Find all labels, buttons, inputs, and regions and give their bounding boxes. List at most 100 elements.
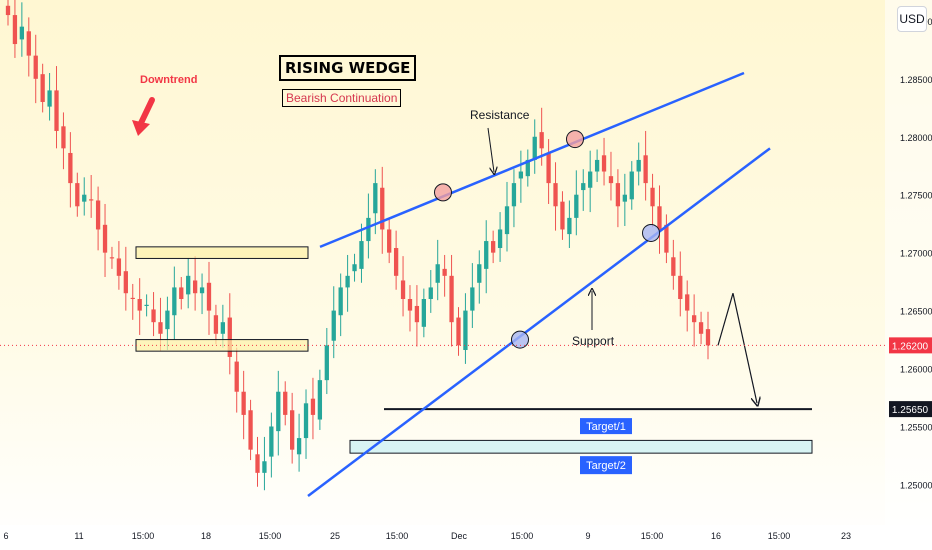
x-tick-label: Dec xyxy=(451,531,468,541)
candle xyxy=(137,278,142,335)
candle-body xyxy=(89,199,94,201)
resistance-label: Resistance xyxy=(470,108,530,122)
candle xyxy=(470,263,475,328)
target-2-zone xyxy=(349,439,813,454)
candle-body xyxy=(186,275,191,295)
candle xyxy=(290,392,295,464)
candle-body xyxy=(213,315,219,334)
candle xyxy=(449,254,454,347)
candle-body xyxy=(151,309,156,323)
candle xyxy=(248,399,253,461)
candle xyxy=(186,258,191,309)
candle xyxy=(643,130,648,201)
candle xyxy=(296,413,302,472)
candle-body xyxy=(158,322,163,334)
pattern-subtitle: Bearish Continuation xyxy=(282,89,402,107)
axis-background xyxy=(885,0,932,525)
candle-body xyxy=(601,155,607,172)
candle xyxy=(491,230,496,264)
candle-body xyxy=(435,264,440,283)
candle xyxy=(650,173,655,228)
candle xyxy=(525,149,530,187)
resistance-line xyxy=(319,71,745,249)
chart-annotations: Downtrend Resistance Support Target/1 Target… xyxy=(0,74,885,475)
candle xyxy=(192,256,198,311)
candle-body xyxy=(407,299,413,311)
y-tick-label: 1.25000 xyxy=(900,480,932,490)
candle-body xyxy=(310,398,316,415)
candle-body xyxy=(144,304,149,306)
candle-body xyxy=(61,126,66,149)
candle xyxy=(581,169,586,211)
candle-body xyxy=(477,264,482,283)
candle-body xyxy=(262,461,267,473)
touch-point-circle xyxy=(511,330,529,349)
current-price-tag xyxy=(889,337,932,354)
candle xyxy=(123,246,128,311)
candle-body xyxy=(657,206,662,230)
x-tick-label: 23 xyxy=(841,531,851,541)
y-tick-label: 1.27500 xyxy=(900,191,932,201)
candle xyxy=(463,293,468,364)
support-label: Support xyxy=(572,334,615,348)
candle-body xyxy=(54,90,59,131)
candle-body xyxy=(463,310,468,350)
candle-body xyxy=(123,271,128,294)
candle xyxy=(615,169,621,228)
candle xyxy=(151,292,156,337)
candle-body xyxy=(608,176,614,184)
candle xyxy=(657,185,662,254)
candle-body xyxy=(594,159,600,172)
candle-body xyxy=(442,268,447,276)
candle-body xyxy=(567,217,572,235)
candle-body xyxy=(518,171,524,179)
candle-body xyxy=(539,132,544,149)
candle-body xyxy=(414,305,420,323)
x-tick-label: 11 xyxy=(74,531,83,541)
candle xyxy=(172,266,177,340)
support-line xyxy=(307,147,771,498)
candle-body xyxy=(227,317,232,357)
candle-body xyxy=(95,200,101,230)
x-tick-label: 9 xyxy=(585,531,590,541)
candle xyxy=(95,186,101,251)
candle xyxy=(407,285,413,332)
currency-button[interactable]: USD xyxy=(897,6,927,32)
candle-body xyxy=(165,310,170,330)
candle xyxy=(262,436,267,491)
candle xyxy=(664,214,669,264)
x-tick-label: 15:00 xyxy=(132,531,155,541)
candle xyxy=(144,294,149,317)
candle xyxy=(102,203,108,277)
candle xyxy=(234,347,239,413)
candle-body xyxy=(470,287,475,311)
trendlines xyxy=(307,71,771,498)
candle-body xyxy=(248,410,253,450)
x-tick-label: 16 xyxy=(711,531,721,541)
candle-body xyxy=(525,159,530,177)
candle xyxy=(629,161,634,210)
target-price-tag xyxy=(889,401,932,418)
candle xyxy=(387,219,392,264)
candle xyxy=(484,220,489,294)
candle xyxy=(546,139,551,204)
zones xyxy=(135,246,813,454)
target-1-label: Target/1 xyxy=(586,421,626,433)
candle-body xyxy=(172,287,177,316)
candle xyxy=(705,311,711,360)
candle-body xyxy=(636,159,641,172)
candle-body xyxy=(269,426,274,457)
candle-body xyxy=(560,201,565,230)
x-tick-label: 15:00 xyxy=(511,531,534,541)
candle-body xyxy=(296,438,302,455)
candle-body xyxy=(276,391,281,432)
candle-body xyxy=(685,294,690,311)
candle xyxy=(636,142,641,186)
candle-body xyxy=(705,329,711,346)
candle-body xyxy=(12,15,18,45)
candle-body xyxy=(5,5,11,16)
candle-body xyxy=(553,183,558,207)
candle xyxy=(393,230,399,290)
touch-point-circle xyxy=(566,130,584,149)
